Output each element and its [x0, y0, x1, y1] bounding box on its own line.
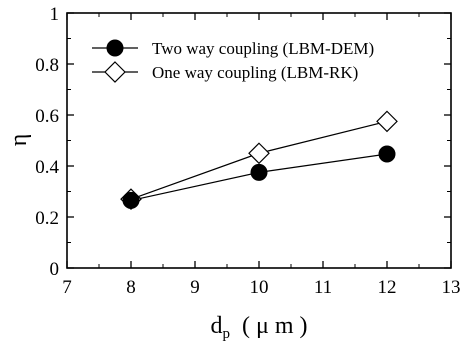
x-tick-label: 8	[126, 277, 136, 298]
x-tick-label: 7	[62, 277, 72, 298]
y-tick-label: 0	[50, 259, 60, 280]
legend-label: Two way coupling (LBM-DEM)	[152, 39, 374, 58]
x-tick-label: 11	[314, 277, 332, 298]
data-point	[378, 145, 396, 163]
y-tick-label: 1	[50, 4, 60, 25]
y-tick-label: 0.8	[35, 55, 59, 76]
y-axis-title: η	[6, 134, 32, 147]
ticks-layer: 7 8 9 10 11 12 13 0 0.2 0.4 0.6 0.8 1	[35, 4, 460, 298]
data-point	[376, 110, 398, 133]
legend-marker	[106, 39, 124, 57]
legend-label: One way coupling (LBM-RK)	[152, 63, 358, 82]
x-tick-label: 13	[442, 277, 461, 298]
y-tick-label: 0.4	[35, 157, 59, 178]
data-point	[248, 142, 270, 165]
data-point	[122, 191, 140, 209]
x-axis-title: dp ( μ m )	[210, 313, 307, 342]
x-tick-label: 12	[378, 277, 397, 298]
x-axis-title-unit: ( μ m )	[242, 313, 308, 339]
x-tick-label: 9	[190, 277, 200, 298]
x-axis-title-main: d	[210, 313, 222, 339]
data-point	[250, 163, 268, 181]
y-tick-label: 0.6	[35, 106, 59, 127]
x-axis-title-subscript: p	[222, 326, 230, 342]
series-layer	[120, 110, 398, 210]
legend-marker	[104, 61, 126, 83]
x-tick-label: 10	[250, 277, 269, 298]
y-tick-label: 0.2	[35, 208, 59, 229]
legend: Two way coupling (LBM-DEM) One way coupli…	[92, 39, 374, 83]
